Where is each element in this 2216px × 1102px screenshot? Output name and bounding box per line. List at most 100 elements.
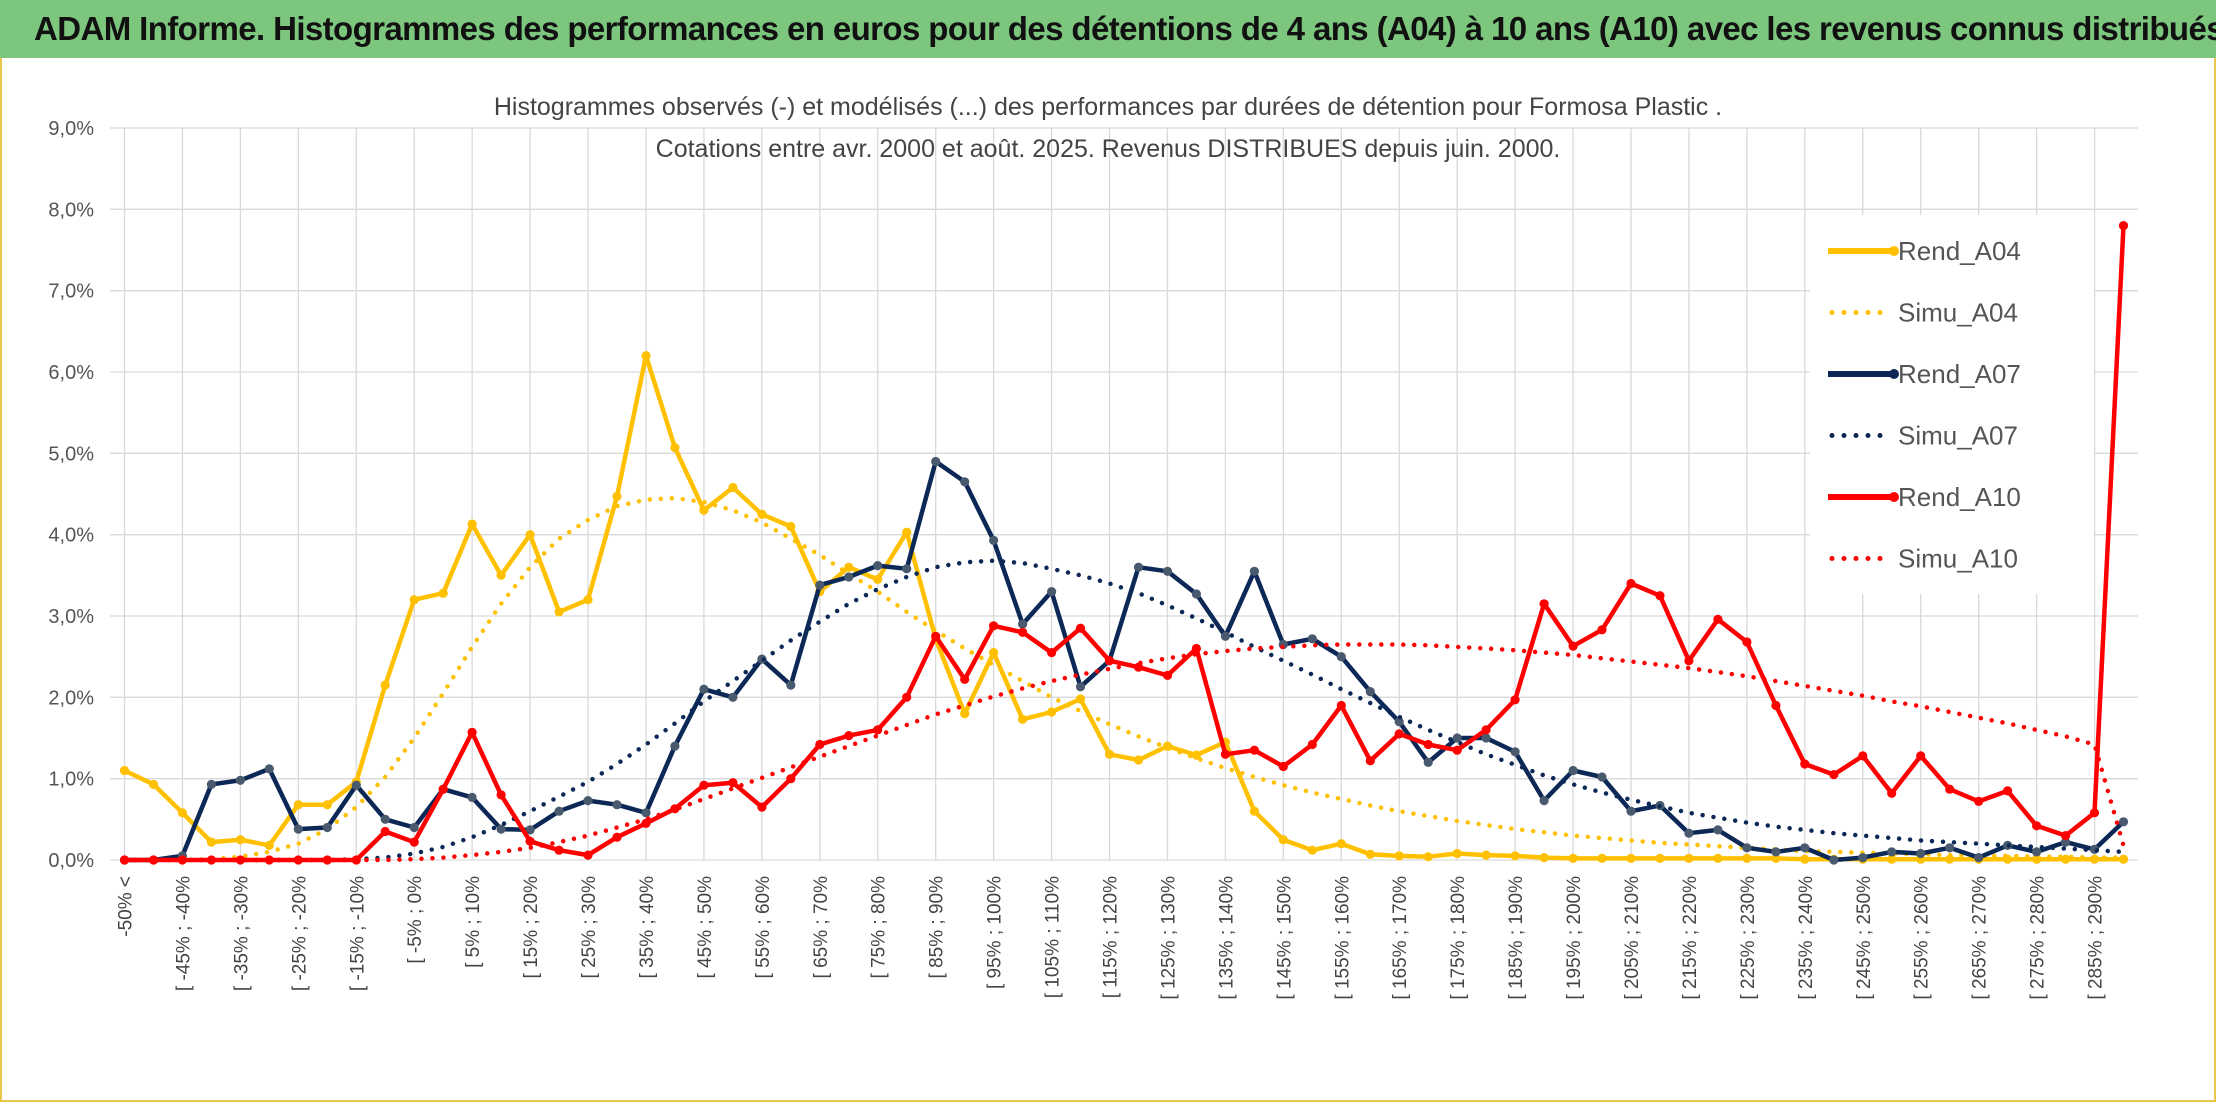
data-point-rend-a10 [148,855,159,865]
data-point-rend-a07 [1133,562,1144,572]
data-point-rend-a10 [1626,578,1636,589]
data-point-rend-a10 [1018,627,1028,637]
data-point-rend-a04 [1713,853,1723,864]
data-point-rend-a10 [1916,751,1926,761]
series-line-rend-a10 [124,225,2126,863]
data-point-rend-a10 [641,818,651,829]
legend-background [1810,215,2094,594]
data-point-rend-a10 [2089,808,2100,818]
x-tick-label: -50% < [115,876,136,937]
data-point-rend-a07 [1481,733,1491,743]
data-point-rend-a10 [1655,591,1665,601]
legend-marker-rend-a07 [1889,369,1899,379]
y-tick-label: 8,0% [48,199,94,221]
data-point-rend-a10 [1047,648,1057,658]
chart-svg: Histogrammes observés (-) et modélisés (… [48,93,2138,1000]
y-tick-label: 6,0% [48,362,94,384]
data-point-rend-a07 [1191,589,1201,599]
x-tick-label: [ 5% ; 10% [463,876,484,968]
data-point-rend-a10 [2032,821,2042,831]
data-point-rend-a04 [1684,853,1694,864]
data-point-rend-a10 [409,837,419,847]
y-tick-label: 2,0% [48,687,94,709]
x-tick-label: [ 145% ; 150% [1274,876,1295,1000]
y-axis: 0,0% 1,0% 2,0% 3,0% 4,0% 5,0% 6,0% 7,0% 8,0% 9,0% [48,118,94,872]
data-point-rend-a07 [1597,772,1607,782]
data-point-rend-a07 [583,796,593,806]
data-point-rend-a10 [1713,614,1723,624]
data-point-rend-a07 [1887,847,1897,857]
legend-label-simu-a07: Simu_A07 [1898,421,2018,451]
x-tick-label: [ 205% ; 210% [1622,876,1643,1000]
x-tick-label: [ 275% ; 280% [2028,876,2049,1000]
data-point-rend-a07 [2061,837,2071,847]
data-point-rend-a07 [2118,817,2129,827]
data-point-rend-a07 [931,456,941,467]
data-point-rend-a07 [1452,733,1462,743]
data-point-rend-a10 [438,784,448,794]
y-tick-label: 1,0% [48,769,94,791]
x-tick-label: [ -35% ; -30% [231,876,252,991]
x-tick-label: [ 85% ; 90% [927,876,948,979]
chart-title-line-1: Histogrammes observés (-) et modélisés (… [494,93,1722,121]
legend-label-rend-a07: Rend_A07 [1898,359,2021,389]
data-point-rend-a07 [1829,855,1839,865]
data-point-rend-a10 [1771,700,1781,711]
x-tick-label: [ 255% ; 260% [1912,876,1933,1000]
data-point-rend-a04 [409,595,419,605]
data-point-rend-a04 [1568,853,1578,864]
data-point-rend-a10 [1858,751,1868,761]
x-tick-label: [ 235% ; 240% [1796,876,1817,1000]
data-point-rend-a07 [1423,757,1433,768]
data-point-rend-a04 [1278,835,1288,845]
x-tick-label: [ 185% ; 190% [1506,876,1527,1000]
data-point-rend-a04 [1047,707,1057,717]
data-point-rend-a04 [1423,852,1433,862]
data-point-rend-a04 [1365,849,1375,859]
header-banner: ADAM Informe. Histogrammes des performan… [0,0,2216,58]
data-point-rend-a10 [1452,745,1462,755]
data-point-rend-a04 [467,519,477,529]
data-point-rend-a07 [235,775,245,785]
data-point-rend-a10 [177,855,187,865]
data-point-rend-a07 [728,692,738,702]
x-tick-label: [ 165% ; 170% [1390,876,1411,1000]
data-point-rend-a07 [1771,847,1781,857]
data-point-rend-a10 [1394,729,1404,739]
data-point-rend-a04 [293,800,303,810]
data-point-rend-a10 [1220,749,1230,759]
data-point-rend-a04 [1655,853,1665,864]
data-point-rend-a10 [1191,643,1201,654]
data-point-rend-a07 [612,800,622,810]
x-tick-label: [ -25% ; -20% [289,876,310,991]
data-point-rend-a04 [873,574,883,585]
data-point-rend-a10 [670,804,680,814]
data-point-rend-a10 [960,674,970,685]
y-tick-label: 3,0% [48,606,94,628]
data-point-rend-a04 [380,680,390,690]
data-point-rend-a10 [1539,599,1549,609]
data-point-rend-a10 [1568,641,1578,651]
data-point-rend-a10 [902,692,912,702]
data-point-rend-a10 [873,725,883,735]
data-point-rend-a10 [554,845,564,855]
data-point-rend-a07 [264,764,274,774]
data-point-rend-a04 [1597,853,1607,864]
data-point-rend-a04 [844,562,854,572]
legend-marker-rend-a04 [1889,246,1899,256]
data-point-rend-a04 [148,779,159,790]
data-point-rend-a10 [1365,756,1375,766]
data-point-rend-a10 [1510,695,1520,705]
data-point-rend-a10 [380,826,390,837]
chart-title-line-2: Cotations entre avr. 2000 et août. 2025.… [656,135,1561,163]
data-point-rend-a04 [728,482,738,493]
grid [110,127,2138,861]
data-point-rend-a07 [206,779,216,790]
x-tick-label: [ 155% ; 160% [1332,876,1353,1000]
data-point-rend-a07 [989,535,999,545]
series-line-rend-a07 [124,459,2126,863]
data-point-rend-a10 [235,855,245,865]
data-point-rend-a04 [699,505,709,515]
data-point-rend-a10 [815,739,825,750]
